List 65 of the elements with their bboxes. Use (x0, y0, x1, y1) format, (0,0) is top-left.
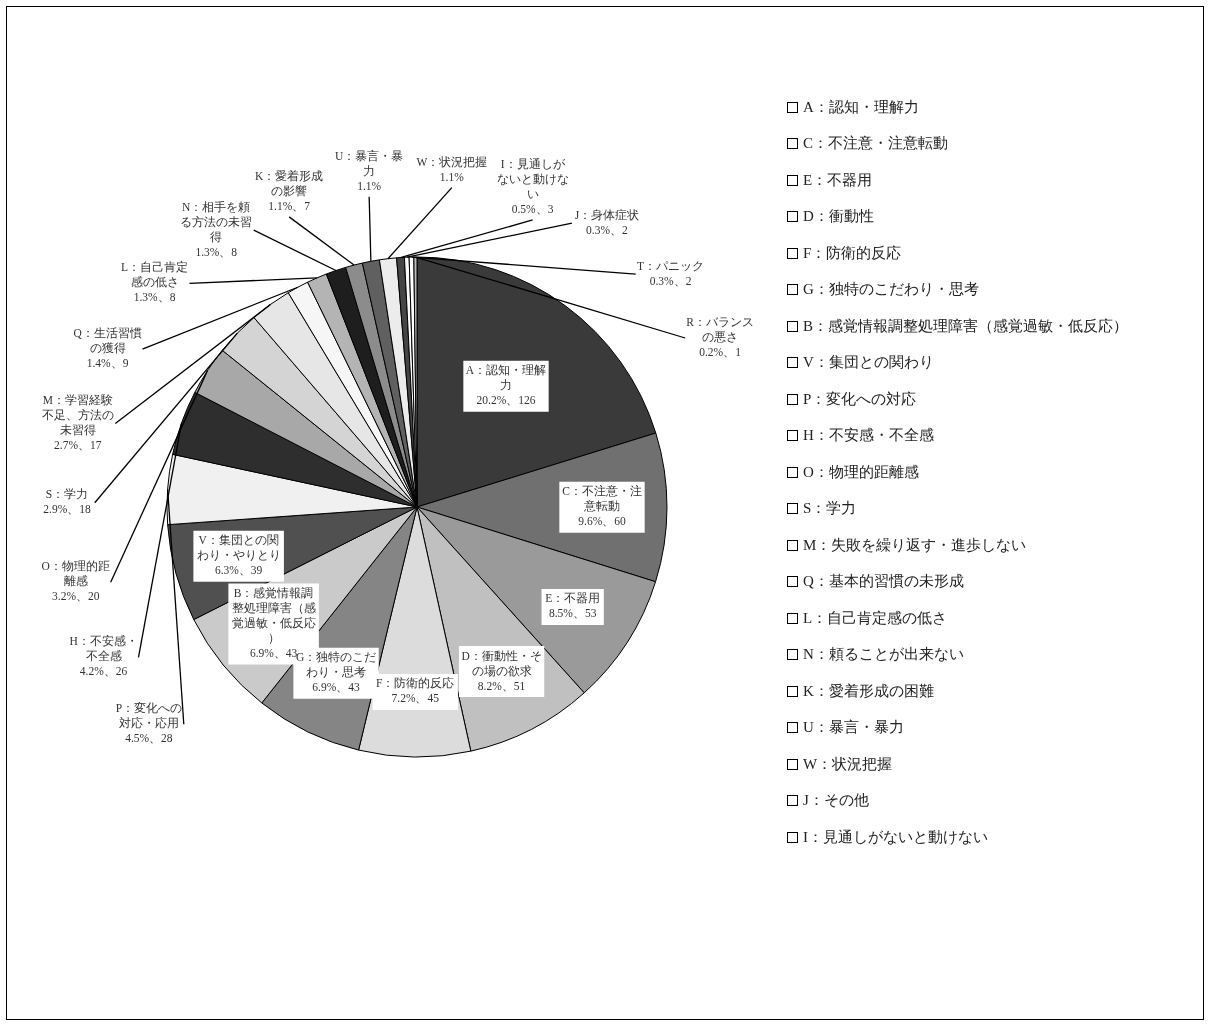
data-label: 1.1% (439, 171, 465, 184)
data-label: 7.2%、45 (391, 692, 440, 705)
data-label: 0.3%、2 (649, 274, 692, 287)
text: P：変化への対応 (803, 389, 917, 409)
data-label: 1.4%、9 (86, 357, 129, 370)
data-label: 0.5%、3 (511, 203, 554, 216)
data-label: 8.2%、51 (477, 679, 526, 692)
text: U：暴言・暴力 (803, 718, 904, 738)
slice-label: B：感覚情報調整処理障害（感覚過敏・低反応） (231, 585, 316, 645)
data-label: 2.9%、18 (43, 503, 91, 516)
slice-label: U：暴言・暴力 (335, 149, 404, 178)
slice-label: J：身体症状 (574, 207, 640, 221)
text: A：認知・理解力 (803, 97, 919, 117)
data-label: 1.1% (357, 180, 382, 193)
slice-label: N：相手を頼る方法の未習得 (180, 199, 253, 243)
text: I：見通しがないと動けない (803, 827, 988, 847)
slice-label: L：自己肯定感の低さ (121, 260, 189, 289)
data-label: 20.2%、126 (476, 394, 536, 407)
slice-label: M：学習経験不足、方法の未習得 (41, 394, 114, 437)
data-label: 9.6%、60 (578, 515, 626, 528)
data-label: 0.3%、2 (586, 223, 628, 236)
text: H：不安感・不全感 (803, 426, 934, 446)
data-label: 1.1%、7 (268, 200, 311, 213)
data-label: 6.3%、39 (214, 564, 263, 577)
data-label: 0.2%、1 (699, 346, 742, 358)
text: O：物理的距離感 (803, 462, 919, 482)
slice-label: V：集団との関わり・やりとり (196, 534, 281, 562)
slice-label: S：学力 (45, 488, 89, 501)
text: W：状況把握 (803, 754, 893, 774)
text: Q：基本的習慣の未形成 (803, 572, 964, 592)
slice-label: F：防衛的反応 (376, 676, 455, 690)
data-label: 6.9%、43 (312, 681, 361, 694)
slice-label: A：認知・理解力 (465, 364, 547, 392)
text: L：自己肯定感の低さ (803, 608, 948, 628)
data-label: 1.3%、8 (195, 245, 238, 258)
slice-label: I：見通しがないと動けない (496, 158, 569, 201)
slice-label: Q：生活習慣の獲得 (73, 327, 142, 355)
text: N：頼ることが出来ない (803, 645, 964, 665)
slice-label: H：不安感・不全感 (69, 634, 138, 663)
text: K：愛着形成の困難 (803, 681, 934, 701)
text: G：独特のこだわり・思考 (803, 280, 979, 300)
data-label: 4.5%、28 (125, 732, 173, 745)
data-label: 3.2%、20 (52, 590, 100, 603)
text: E：不器用 (803, 170, 873, 190)
text: V：集団との関わり (803, 353, 934, 373)
data-label: 8.5%、53 (548, 607, 597, 620)
text: F：防衛的反応 (803, 243, 902, 263)
slice-label: D：衝動性・その場の欲求 (461, 649, 542, 677)
slice-label: K：愛着形成の影響 (254, 169, 324, 198)
slice-label: O：物理的距離感 (41, 560, 110, 588)
slice-label: E：不器用 (545, 592, 601, 605)
text: C：不注意・注意転動 (803, 134, 949, 154)
data-label: 4.2%、26 (79, 665, 128, 678)
slice-label: P：変化への対応・応用 (115, 701, 183, 730)
text: M：失敗を繰り返す・進歩しない (803, 535, 1027, 555)
text: D：衝動性 (803, 207, 874, 227)
data-label: 1.3%、8 (133, 291, 176, 304)
data-label: 2.7%、17 (54, 439, 102, 452)
slice-label: C：不注意・注意転動 (562, 484, 642, 513)
text: S：学力 (803, 499, 857, 519)
text: J：その他 (803, 791, 869, 811)
slice-label: R：バランスの悪さ (686, 316, 754, 343)
text: B：感覚情報調整処理障害（感覚過敏・低反応） (803, 316, 1129, 336)
slice-label: W：状況把握 (416, 156, 488, 169)
slice-label: T：パニック (637, 259, 705, 272)
